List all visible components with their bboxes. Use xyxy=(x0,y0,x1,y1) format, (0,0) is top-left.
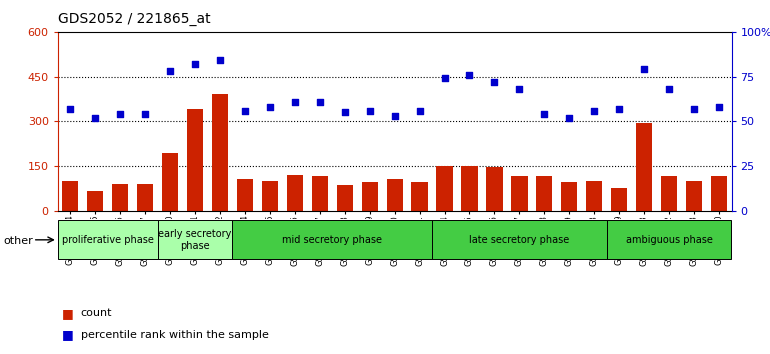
Bar xyxy=(137,184,153,211)
Bar xyxy=(158,220,233,259)
Point xyxy=(563,115,575,120)
Point xyxy=(613,106,625,112)
Point xyxy=(164,68,176,74)
Bar xyxy=(661,176,678,211)
Bar xyxy=(187,109,203,211)
Bar xyxy=(387,179,403,211)
Bar xyxy=(112,184,129,211)
Point xyxy=(139,111,151,117)
Bar xyxy=(636,123,652,211)
Bar xyxy=(212,95,228,211)
Text: other: other xyxy=(4,236,34,246)
Bar xyxy=(437,166,453,211)
Text: early secretory
phase: early secretory phase xyxy=(159,229,232,251)
Bar xyxy=(461,166,477,211)
Text: percentile rank within the sample: percentile rank within the sample xyxy=(81,330,269,339)
Bar xyxy=(233,220,432,259)
Text: ■: ■ xyxy=(62,328,73,341)
Point xyxy=(289,99,301,104)
Point xyxy=(64,106,76,112)
Point xyxy=(339,109,351,115)
Point xyxy=(214,58,226,63)
Bar xyxy=(62,181,79,211)
Text: proliferative phase: proliferative phase xyxy=(62,235,153,245)
Bar xyxy=(487,167,503,211)
Bar xyxy=(58,220,158,259)
Point xyxy=(239,108,251,113)
Bar xyxy=(336,185,353,211)
Point xyxy=(538,111,551,117)
Bar xyxy=(536,176,552,211)
Point xyxy=(638,67,651,72)
Text: ambiguous phase: ambiguous phase xyxy=(626,235,712,245)
Text: ■: ■ xyxy=(62,307,73,320)
Point xyxy=(89,115,102,120)
Point xyxy=(114,111,126,117)
Bar xyxy=(312,176,328,211)
Point xyxy=(688,106,700,112)
Bar xyxy=(286,175,303,211)
Point xyxy=(388,113,400,119)
Point xyxy=(263,104,276,110)
Bar xyxy=(607,220,731,259)
Bar xyxy=(162,153,178,211)
Point xyxy=(313,99,326,104)
Point xyxy=(514,86,526,92)
Point xyxy=(413,108,426,113)
Text: count: count xyxy=(81,308,112,318)
Bar xyxy=(262,181,278,211)
Bar xyxy=(87,191,103,211)
Point xyxy=(713,104,725,110)
Bar xyxy=(362,182,378,211)
Text: mid secretory phase: mid secretory phase xyxy=(283,235,382,245)
Bar xyxy=(411,182,427,211)
Bar xyxy=(511,176,527,211)
Point xyxy=(663,86,675,92)
Point xyxy=(588,108,601,113)
Bar xyxy=(586,181,602,211)
Bar xyxy=(237,179,253,211)
Text: late secretory phase: late secretory phase xyxy=(469,235,570,245)
Bar xyxy=(711,176,727,211)
Bar xyxy=(432,220,607,259)
Bar xyxy=(561,182,578,211)
Text: GDS2052 / 221865_at: GDS2052 / 221865_at xyxy=(58,12,210,27)
Bar xyxy=(611,188,628,211)
Point xyxy=(363,108,376,113)
Point xyxy=(438,75,450,81)
Bar xyxy=(686,181,702,211)
Point xyxy=(488,79,500,85)
Point xyxy=(189,61,201,67)
Point xyxy=(464,72,476,78)
